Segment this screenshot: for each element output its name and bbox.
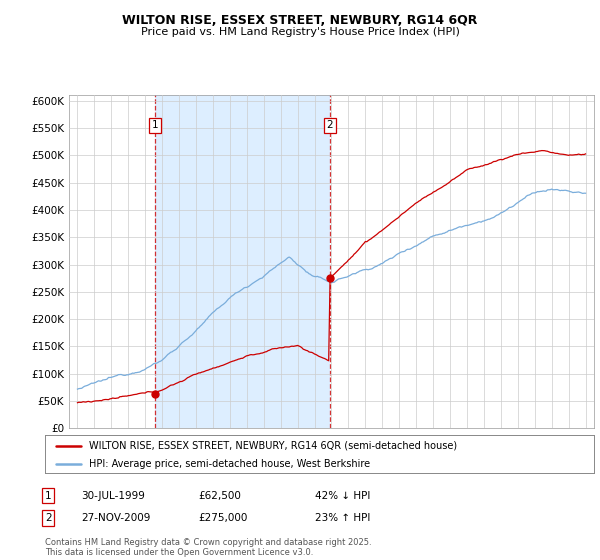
Text: WILTON RISE, ESSEX STREET, NEWBURY, RG14 6QR (semi-detached house): WILTON RISE, ESSEX STREET, NEWBURY, RG14… [89, 441, 457, 451]
Text: £62,500: £62,500 [198, 491, 241, 501]
Text: Contains HM Land Registry data © Crown copyright and database right 2025.
This d: Contains HM Land Registry data © Crown c… [45, 538, 371, 557]
Text: Price paid vs. HM Land Registry's House Price Index (HPI): Price paid vs. HM Land Registry's House … [140, 27, 460, 37]
Text: HPI: Average price, semi-detached house, West Berkshire: HPI: Average price, semi-detached house,… [89, 459, 370, 469]
Text: 30-JUL-1999: 30-JUL-1999 [81, 491, 145, 501]
Text: 1: 1 [152, 120, 158, 130]
Text: 27-NOV-2009: 27-NOV-2009 [81, 513, 151, 523]
Text: £275,000: £275,000 [198, 513, 247, 523]
Text: 2: 2 [45, 513, 52, 523]
Text: 23% ↑ HPI: 23% ↑ HPI [315, 513, 370, 523]
Text: 42% ↓ HPI: 42% ↓ HPI [315, 491, 370, 501]
Text: WILTON RISE, ESSEX STREET, NEWBURY, RG14 6QR: WILTON RISE, ESSEX STREET, NEWBURY, RG14… [122, 14, 478, 27]
Text: 1: 1 [45, 491, 52, 501]
Bar [155, 95, 330, 428]
Text: 2: 2 [326, 120, 333, 130]
